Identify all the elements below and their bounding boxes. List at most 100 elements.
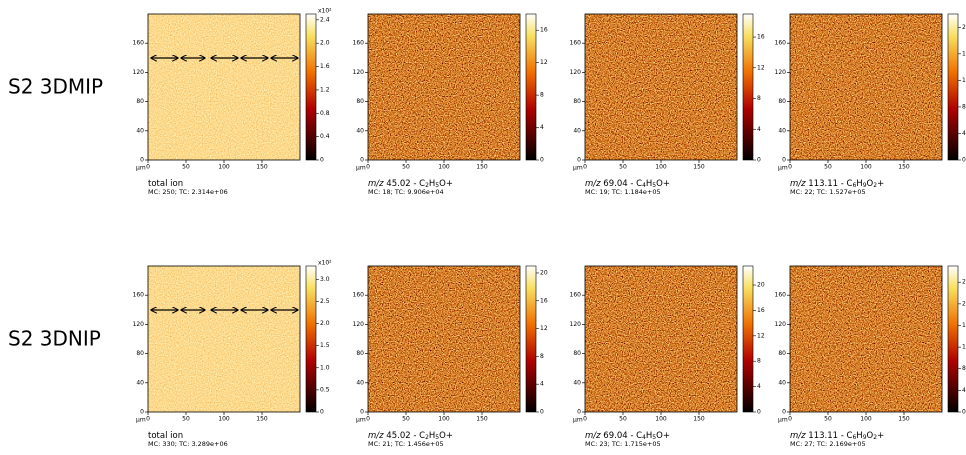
x-tick-label: 0 <box>788 416 792 423</box>
colorbar-tick-label: 0 <box>540 157 544 164</box>
x-tick-label: 100 <box>218 164 230 171</box>
x-tick-label: 150 <box>256 164 268 171</box>
colorbar <box>525 13 537 161</box>
colorbar-tick-label: 16 <box>757 307 765 314</box>
caption: m/z 113.11 - C6H9O2+ <box>790 179 884 189</box>
y-tick-label: 40 <box>136 379 144 386</box>
x-tick-label: 50 <box>619 416 627 423</box>
x-tick-label: 150 <box>256 416 268 423</box>
y-tick-label: 160 <box>133 40 145 47</box>
colorbar-tick-label: 0 <box>757 157 761 164</box>
x-tick-label: 100 <box>655 164 667 171</box>
caption-subscript: 9 <box>863 434 867 441</box>
x-tick-label: 100 <box>860 164 872 171</box>
caption-mz: m/z <box>368 179 384 189</box>
x-tick-label: 0 <box>366 416 370 423</box>
x-tick-label: 50 <box>182 164 190 171</box>
y-tick-label: 80 <box>778 98 786 105</box>
colorbar-tick-label: 0.8 <box>320 110 330 117</box>
caption-formula: O <box>867 431 874 441</box>
y-tick-label: 120 <box>775 321 787 328</box>
x-tick-label: 100 <box>655 416 667 423</box>
x-tick-label: 150 <box>898 416 910 423</box>
y-tick-label: 120 <box>570 321 582 328</box>
colorbar-tick-label: 0 <box>320 157 324 164</box>
caption-name: total ion <box>148 179 183 189</box>
colorbar-tick-label: 20 <box>757 282 765 289</box>
caption-formula: H <box>856 431 862 441</box>
colorbar-tick-label: 8 <box>540 353 544 360</box>
colorbar-tick-label: 0 <box>757 409 761 416</box>
caption-subscript: 5 <box>652 182 656 189</box>
caption-stats: MC: 21; TC: 1.456e+05 <box>368 440 444 448</box>
y-tick-label: 160 <box>133 292 145 299</box>
y-tick-label: 40 <box>778 379 786 386</box>
y-tick-label: 160 <box>353 292 365 299</box>
colorbar-tick-label: 4 <box>962 130 966 137</box>
caption-subscript: 9 <box>863 182 867 189</box>
colorbar-tick-label: 0.5 <box>320 386 330 393</box>
axis-unit: µm <box>778 417 788 424</box>
colorbar-tick-label: 12 <box>540 59 548 66</box>
x-tick-label: 50 <box>824 416 832 423</box>
y-tick-label: 160 <box>353 40 365 47</box>
colorbar <box>305 265 317 413</box>
caption: m/z 45.02 - C2H5O+ <box>368 179 453 189</box>
ion-image <box>148 266 300 412</box>
colorbar-tick-label: 4 <box>757 383 761 390</box>
y-tick-label: 40 <box>778 127 786 134</box>
x-tick-label: 50 <box>402 416 410 423</box>
colorbar-tick-label: 16 <box>962 322 966 329</box>
x-tick-label: 50 <box>182 416 190 423</box>
colorbar-tick-label: 0 <box>320 409 324 416</box>
y-tick-label: 0 <box>360 157 364 164</box>
caption-stats: MC: 22; TC: 1.527e+05 <box>790 188 866 196</box>
caption-formula: 113.11 - C <box>806 179 853 189</box>
y-tick-label: 120 <box>353 321 365 328</box>
colorbar-tick-label: 4 <box>962 387 966 394</box>
y-tick-label: 160 <box>775 40 787 47</box>
colorbar-tick-label: 20 <box>540 269 548 276</box>
caption-subscript: 6 <box>852 182 856 189</box>
caption-formula: O+ <box>439 179 453 189</box>
ion-image <box>790 14 942 160</box>
colorbar <box>947 13 959 161</box>
colorbar-tick-label: 2.5 <box>320 298 330 305</box>
ion-image <box>368 14 520 160</box>
y-tick-label: 80 <box>356 98 364 105</box>
colorbar-tick-label: 1.6 <box>320 63 330 70</box>
colorbar-tick-label: 8 <box>962 365 966 372</box>
colorbar-tick-label: 2.4 <box>320 16 330 23</box>
x-tick-label: 0 <box>366 164 370 171</box>
caption-formula: O+ <box>656 179 670 189</box>
caption: total ion <box>148 179 183 189</box>
caption-subscript: 5 <box>652 434 656 441</box>
caption-formula: 69.04 - C <box>601 179 643 189</box>
y-tick-label: 40 <box>136 127 144 134</box>
colorbar-tick-label: 1.0 <box>320 364 330 371</box>
caption: total ion <box>148 431 183 441</box>
axis-unit: µm <box>778 165 788 172</box>
colorbar-tick-label: 2.0 <box>320 320 330 327</box>
x-tick-label: 50 <box>824 164 832 171</box>
caption-formula: O+ <box>656 431 670 441</box>
colorbar-tick-label: 3.0 <box>320 276 330 283</box>
colorbar <box>742 13 754 161</box>
x-tick-label: 0 <box>146 416 150 423</box>
colorbar-tick-label: 16 <box>757 34 765 41</box>
y-tick-label: 120 <box>133 321 145 328</box>
colorbar-tick-label: 1.5 <box>320 342 330 349</box>
colorbar-tick-label: 1.2 <box>320 86 330 93</box>
x-tick-label: 100 <box>218 416 230 423</box>
row-label: S2 3DNIP <box>8 327 101 351</box>
x-tick-label: 150 <box>476 416 488 423</box>
row-label: S2 3DMIP <box>8 75 103 99</box>
y-tick-label: 0 <box>140 157 144 164</box>
colorbar <box>305 13 317 161</box>
